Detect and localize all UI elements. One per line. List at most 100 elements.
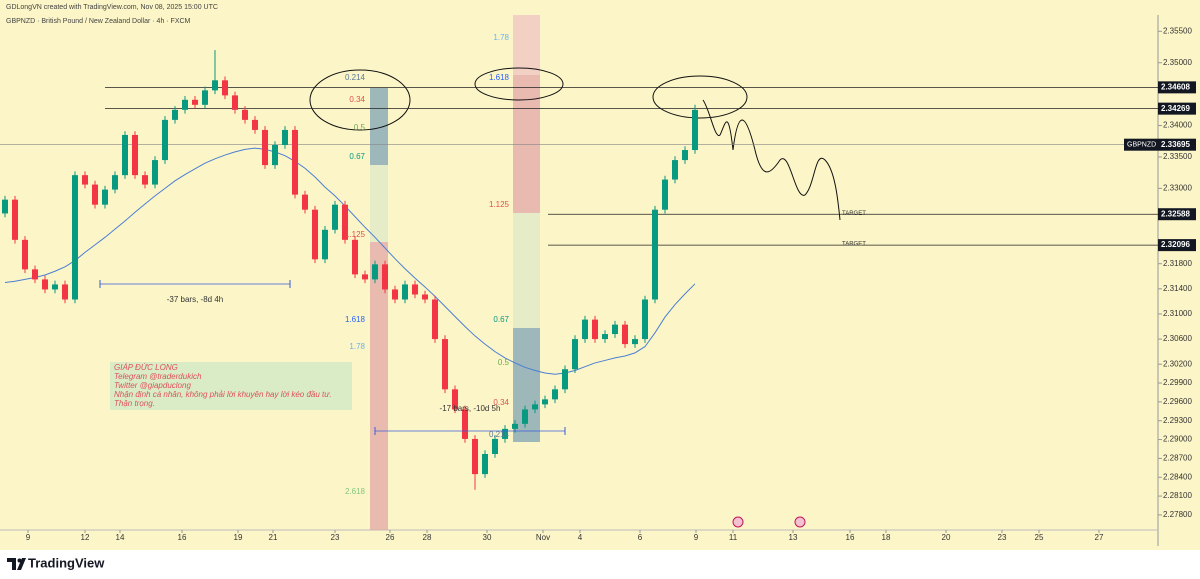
y-tick-label: 2.29300: [1163, 416, 1192, 425]
candle-body: [312, 209, 318, 260]
y-tick-label: 2.35000: [1163, 58, 1192, 67]
fib-label: 0.5: [498, 358, 510, 367]
x-tick-label: 26: [386, 533, 395, 542]
candle-body: [172, 109, 178, 120]
candle-body: [392, 289, 398, 300]
last-price-tag: [1158, 138, 1196, 151]
candle-body: [22, 239, 28, 270]
note-line: Thận trọng.: [114, 399, 155, 408]
x-tick-label: 21: [269, 533, 278, 542]
symbol: GBPNZD · British Pound / New Zealand Dol…: [6, 18, 191, 25]
candle-body: [262, 129, 268, 166]
note-box: [110, 362, 352, 410]
note-line: GIÁP ĐỨC LONG: [114, 363, 178, 372]
y-tick-label: 2.28100: [1163, 491, 1192, 500]
fib-label: 0.214: [345, 73, 366, 82]
symbol-label: GBPNZD: [1127, 142, 1156, 149]
credit: GDLongVN created with TradingView.com, N…: [6, 4, 218, 11]
candle-body: [2, 199, 8, 214]
note-line: Telegram @traderdukich: [114, 372, 202, 381]
candle-body: [472, 438, 478, 475]
candle-body: [372, 264, 378, 280]
candle-body: [152, 160, 158, 185]
level-label: 2.34608: [1161, 82, 1190, 91]
fib-label: 1.618: [345, 315, 366, 324]
candle-body: [622, 324, 628, 345]
candle-body: [242, 109, 248, 120]
candle-body: [42, 279, 48, 290]
x-tick-label: 9: [26, 533, 31, 542]
x-tick-label: 23: [331, 533, 340, 542]
candle-body: [502, 428, 508, 439]
candle-body: [402, 284, 408, 300]
target-text: TARGET: [842, 242, 866, 248]
candle-body: [382, 264, 388, 290]
x-tick-label: 28: [423, 533, 432, 542]
fib-left-box: [370, 88, 388, 530]
fib-label: 1.618: [489, 73, 510, 82]
candle-body: [552, 389, 558, 400]
candle-body: [632, 339, 638, 345]
y-tick-label: 2.29900: [1163, 378, 1192, 387]
candle-body: [612, 324, 618, 335]
y-tick-label: 2.28700: [1163, 454, 1192, 463]
fib-label: 0.214: [489, 430, 510, 439]
candle-body: [62, 284, 68, 300]
y-tick-label: 2.30200: [1163, 359, 1192, 368]
x-tick-label: 16: [178, 533, 187, 542]
symbol-tag: [1124, 138, 1158, 151]
target-label: 2.32096: [1161, 240, 1190, 249]
candle-body: [192, 99, 198, 105]
x-tick-label: 25: [1035, 533, 1044, 542]
candle-body: [52, 284, 58, 290]
candle-body: [692, 109, 698, 151]
fib-label: 1.125: [345, 230, 366, 239]
candle-body: [672, 160, 678, 180]
candle-body: [102, 189, 108, 205]
candle-body: [142, 175, 148, 185]
target-tag: [1158, 208, 1196, 221]
x-tick-label: 16: [846, 533, 855, 542]
measure-label: -37 bars, -8d 4h: [167, 295, 223, 304]
moving-average: [4, 147, 696, 375]
event-icon: [794, 516, 806, 528]
candle-body: [682, 150, 688, 161]
candle-body: [222, 80, 228, 96]
fib-label: 0.5: [354, 123, 366, 132]
candle-body: [162, 119, 168, 161]
level-tag: [1158, 102, 1196, 115]
x-tick-label: 13: [789, 533, 798, 542]
candle-body: [512, 423, 518, 429]
footer: [0, 550, 1200, 579]
x-tick-label: 27: [1095, 533, 1104, 542]
candle-body: [422, 294, 428, 300]
candle-body: [432, 299, 438, 340]
candle-body: [342, 204, 348, 240]
brand: TradingView: [28, 555, 105, 570]
y-tick-label: 2.33000: [1163, 183, 1192, 192]
target-text: TARGET: [842, 211, 866, 217]
candle-body: [32, 269, 38, 280]
x-tick-label: 23: [998, 533, 1007, 542]
candle-body: [412, 284, 418, 295]
y-tick-label: 2.30600: [1163, 334, 1192, 343]
x-tick-label: 12: [81, 533, 90, 542]
y-tick-label: 2.31000: [1163, 309, 1192, 318]
candle-body: [442, 339, 448, 390]
candle-body: [332, 204, 338, 230]
candle-body: [92, 184, 98, 205]
note-line: Twitter @giapduclong: [114, 381, 191, 390]
x-tick-label: 30: [483, 533, 492, 542]
level-tag: [1158, 81, 1196, 94]
candle-body: [292, 129, 298, 195]
y-tick-label: 2.29600: [1163, 397, 1192, 406]
x-tick-label: 11: [729, 533, 738, 542]
event-icon: [732, 516, 744, 528]
candle-body: [602, 334, 608, 340]
candle-body: [212, 80, 218, 91]
candle-body: [252, 119, 258, 130]
fib-label: 1.78: [493, 33, 509, 42]
x-tick-label: 4: [578, 533, 583, 542]
candle-body: [132, 134, 138, 176]
candle-body: [322, 229, 328, 260]
